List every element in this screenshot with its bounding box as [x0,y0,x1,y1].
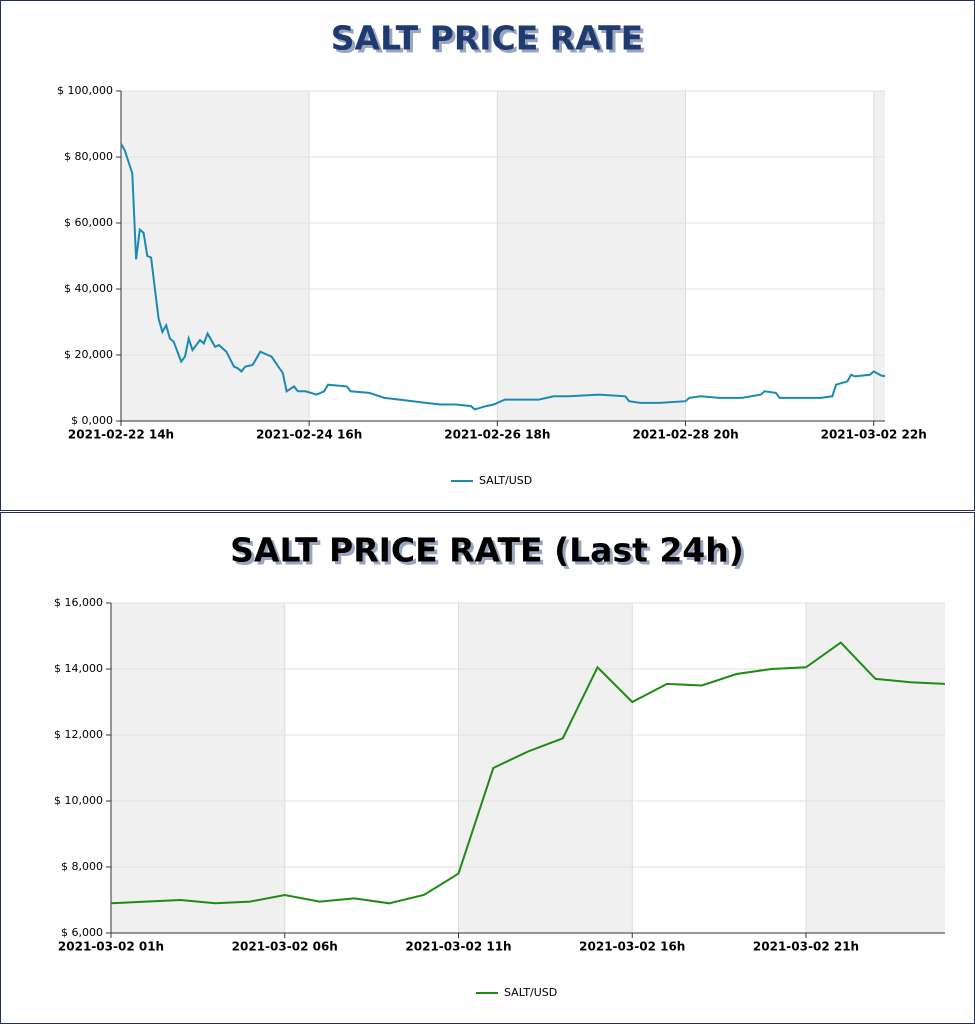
legend-label: SALT/USD [479,474,532,487]
x-tick-label: 2021-03-02 11h [405,940,511,954]
band [458,603,633,933]
x-tick-label: 2021-02-28 20h [632,428,738,442]
y-tick-label: $ 6,000 [61,926,103,939]
band [806,603,945,933]
x-tick-label: 2021-02-24 16h [256,428,362,442]
band [111,603,285,933]
y-tick-label: $ 14,000 [54,662,103,675]
chart-title: SALT PRICE RATE [331,19,643,58]
legend-label: SALT/USD [504,986,557,999]
y-tick-label: $ 80,000 [64,150,113,163]
chart-title: SALT PRICE RATE (Last 24h) [230,531,744,570]
y-tick-label: $ 0,000 [71,414,113,427]
line [120,143,886,411]
y-tick-label: $ 20,000 [64,348,113,361]
y-tick-label: $ 40,000 [64,282,113,295]
y-tick-label: $ 100,000 [57,84,113,97]
x-tick-label: 2021-03-02 16h [579,940,685,954]
chart-title-shadow: SALT PRICE RATE (Last 24h) [233,534,747,573]
chart-title-shadow: SALT PRICE RATE [334,22,646,61]
x-tick-label: 2021-03-02 21h [753,940,859,954]
band [873,91,885,421]
band [497,91,686,421]
x-tick-label: 2021-03-02 22h [821,428,927,442]
y-tick-label: $ 60,000 [64,216,113,229]
line [110,641,946,905]
x-tick-label: 2021-02-22 14h [68,428,174,442]
x-tick-label: 2021-02-26 18h [444,428,550,442]
x-tick-label: 2021-03-02 01h [58,940,164,954]
y-tick-label: $ 12,000 [54,728,103,741]
x-tick-label: 2021-03-02 06h [232,940,338,954]
y-tick-label: $ 8,000 [61,860,103,873]
y-tick-label: $ 16,000 [54,596,103,609]
y-tick-label: $ 10,000 [54,794,103,807]
